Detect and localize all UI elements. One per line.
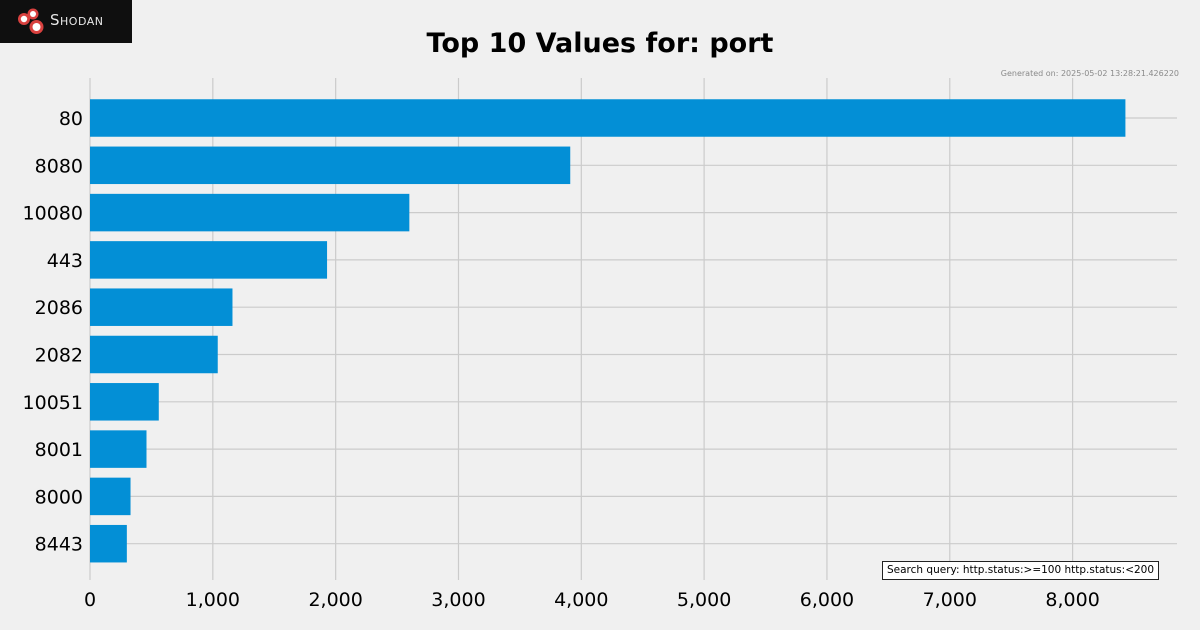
bar-10080: [90, 193, 410, 232]
y-tick-label: 80: [59, 108, 83, 130]
y-tick-label: 8000: [35, 486, 83, 508]
x-tick-label: 2,000: [308, 589, 362, 611]
bar-8001: [90, 430, 147, 468]
bar-2086: [90, 288, 233, 326]
y-tick-label: 10080: [23, 203, 83, 225]
y-tick-label: 8080: [35, 155, 83, 177]
shodan-logo-icon: [18, 8, 44, 34]
x-tick-label: 6,000: [800, 589, 854, 611]
shodan-logo: Shodan: [0, 0, 132, 43]
x-tick-label: 7,000: [923, 589, 977, 611]
x-tick-label: 3,000: [431, 589, 485, 611]
search-query-box: Search query: http.status:>=100 http.sta…: [882, 561, 1160, 580]
y-tick-label: 10051: [23, 392, 83, 414]
generated-timestamp: Generated on: 2025-05-02 13:28:21.426220: [1000, 69, 1179, 78]
bar-8443: [90, 524, 127, 563]
x-tick-label: 5,000: [677, 589, 731, 611]
bar-80: [90, 99, 1126, 137]
y-tick-label: 8001: [35, 439, 83, 461]
bar-10051: [90, 383, 159, 421]
bar-2082: [90, 335, 218, 374]
bars: [90, 99, 1126, 563]
bar-8080: [90, 146, 571, 185]
y-tick-label: 2086: [35, 297, 83, 319]
logo-text: Shodan: [50, 11, 104, 29]
bar-443: [90, 241, 328, 279]
y-tick-label: 443: [47, 250, 83, 272]
x-tick-label: 1,000: [186, 589, 240, 611]
bar-8000: [90, 477, 131, 516]
chart-title: Top 10 Values for: port: [426, 28, 774, 59]
y-tick-label: 8443: [35, 534, 83, 556]
x-tick-labels: 0 1,000 2,000 3,000 4,000 5,000 6,000 7,000 8,00…: [84, 589, 1100, 611]
y-tick-label: 2082: [35, 345, 83, 367]
x-tick-label: 4,000: [554, 589, 608, 611]
x-tick-label: 8,000: [1045, 589, 1099, 611]
x-tick-label: 0: [84, 589, 96, 611]
